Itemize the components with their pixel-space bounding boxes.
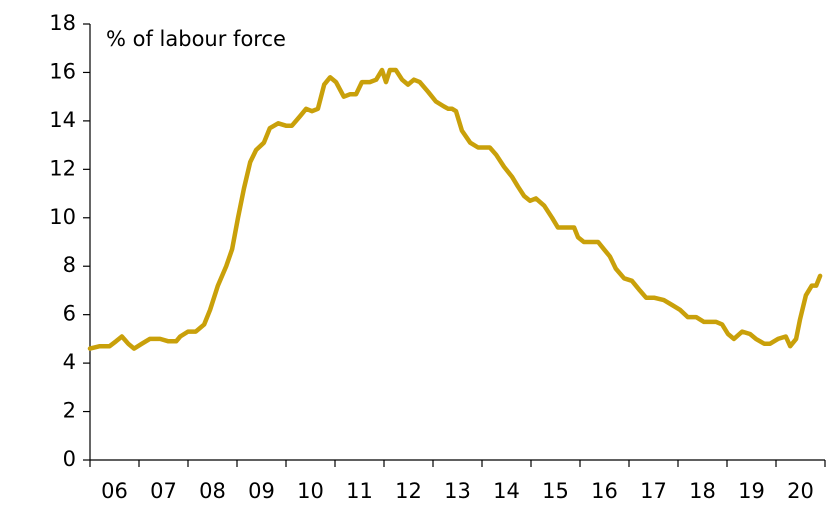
x-tick-label: 07 bbox=[150, 479, 177, 503]
x-tick-label: 17 bbox=[640, 479, 667, 503]
y-tick-label: 2 bbox=[63, 399, 76, 423]
x-tick-label: 18 bbox=[689, 479, 716, 503]
x-tick-label: 13 bbox=[444, 479, 471, 503]
x-tick-label: 14 bbox=[493, 479, 520, 503]
line-series bbox=[87, 67, 823, 351]
y-tick-label: 16 bbox=[49, 59, 76, 83]
x-tick-label: 20 bbox=[787, 479, 814, 503]
y-tick-label: 6 bbox=[63, 302, 76, 326]
x-tick-label: 09 bbox=[248, 479, 275, 503]
y-tick-label: 14 bbox=[49, 108, 76, 132]
y-tick-label: 0 bbox=[63, 447, 76, 471]
y-tick-label: 12 bbox=[49, 156, 76, 180]
x-tick-label: 15 bbox=[542, 479, 569, 503]
x-tick-label: 06 bbox=[101, 479, 128, 503]
x-tick-label: 11 bbox=[346, 479, 373, 503]
y-tick-label: 18 bbox=[49, 11, 76, 35]
x-tick-label: 08 bbox=[199, 479, 226, 503]
y-tick-label: 8 bbox=[63, 253, 76, 277]
x-tick-label: 16 bbox=[591, 479, 618, 503]
x-tick-label: 19 bbox=[738, 479, 765, 503]
y-tick-label: 10 bbox=[49, 205, 76, 229]
y-tick-label: 4 bbox=[63, 350, 76, 374]
y-axis-label: % of labour force bbox=[106, 27, 286, 51]
x-tick-label: 10 bbox=[297, 479, 324, 503]
x-tick-label: 12 bbox=[395, 479, 422, 503]
